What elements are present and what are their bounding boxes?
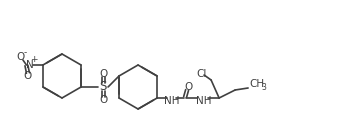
Text: O: O (99, 95, 107, 105)
Text: -: - (23, 49, 26, 58)
Text: Cl: Cl (196, 69, 206, 79)
Text: NH: NH (164, 96, 180, 106)
Text: N: N (26, 60, 34, 70)
Text: +: + (30, 55, 38, 65)
Text: CH: CH (250, 79, 265, 89)
Text: 3: 3 (262, 83, 266, 91)
Text: O: O (99, 69, 107, 79)
Text: S: S (99, 81, 107, 93)
Text: O: O (24, 71, 32, 81)
Text: O: O (184, 82, 192, 92)
Text: O: O (17, 52, 25, 62)
Text: NH: NH (196, 96, 212, 106)
